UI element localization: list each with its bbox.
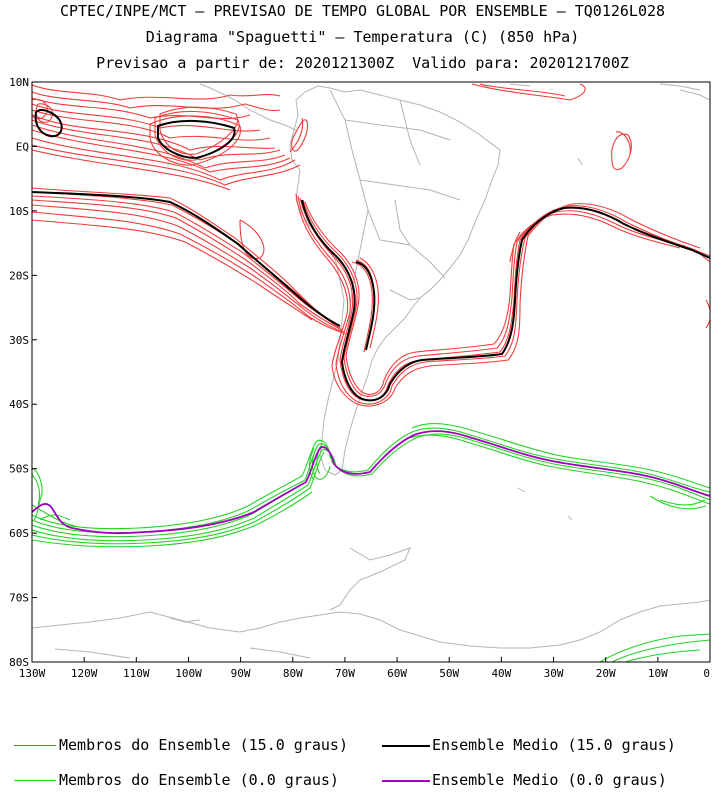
lon-tick-label: 110W bbox=[123, 667, 150, 680]
lat-tick-label: EQ bbox=[16, 140, 29, 153]
longitude-axis: 130W 120W 110W 100W 90W 80W 70W 60W 50W 40W 30W 20W… bbox=[19, 657, 711, 680]
legend-swatch-members-0 bbox=[14, 780, 56, 781]
legend-label-members-15: Membros do Ensemble (15.0 graus) bbox=[59, 736, 348, 754]
map-frame bbox=[31, 81, 711, 663]
lat-tick-label: 80S bbox=[9, 656, 29, 669]
legend-label-members-0: Membros do Ensemble (0.0 graus) bbox=[59, 771, 339, 789]
lon-tick-label: 50W bbox=[439, 667, 459, 680]
lon-tick-label: 100W bbox=[175, 667, 202, 680]
lon-tick-label: 60W bbox=[387, 667, 407, 680]
lat-tick-label: 70S bbox=[9, 592, 29, 605]
map-background bbox=[32, 82, 710, 662]
title-line-2: Diagrama "Spaguetti" – Temperatura (C) (… bbox=[145, 28, 580, 46]
lon-tick-label: 10W bbox=[648, 667, 668, 680]
legend-swatch-mean-0 bbox=[382, 780, 430, 782]
members-15-contours bbox=[32, 83, 710, 407]
lon-tick-label: 80W bbox=[283, 667, 303, 680]
lon-tick-label: 130W bbox=[19, 667, 46, 680]
legend-swatch-members-15 bbox=[14, 745, 56, 746]
lat-tick-label: 50S bbox=[9, 463, 29, 476]
lat-tick-label: 10S bbox=[9, 205, 29, 218]
lat-tick-label: 40S bbox=[9, 398, 29, 411]
title-line-3: Previsao a partir de: 2020121300Z Valido… bbox=[96, 54, 629, 72]
legend-label-mean-0: Ensemble Medio (0.0 graus) bbox=[432, 771, 667, 789]
lat-tick-label: 60S bbox=[9, 527, 29, 540]
lon-tick-label: 30W bbox=[544, 667, 564, 680]
lat-tick-label: 30S bbox=[9, 334, 29, 347]
map-content bbox=[32, 83, 710, 662]
legend-label-mean-15: Ensemble Medio (15.0 graus) bbox=[432, 736, 676, 754]
legend-swatch-mean-15 bbox=[382, 745, 430, 747]
lon-tick-label: 70W bbox=[335, 667, 355, 680]
lon-tick-label: 120W bbox=[71, 667, 98, 680]
lon-tick-label: 90W bbox=[231, 667, 251, 680]
latitude-axis: 10N EQ 10S 20S 30S 40S 50S 60S 70S 80S bbox=[9, 76, 37, 669]
lat-tick-label: 20S bbox=[9, 269, 29, 282]
lon-tick-label: 20W bbox=[596, 667, 616, 680]
mean-0-contours bbox=[32, 430, 710, 535]
lon-tick-label: 0 bbox=[703, 667, 710, 680]
mean-15-contours bbox=[32, 109, 710, 402]
title-line-1: CPTEC/INPE/MCT – PREVISAO DE TEMPO GLOBA… bbox=[59, 2, 666, 20]
lon-tick-label: 40W bbox=[491, 667, 511, 680]
lat-tick-label: 10N bbox=[9, 76, 29, 89]
